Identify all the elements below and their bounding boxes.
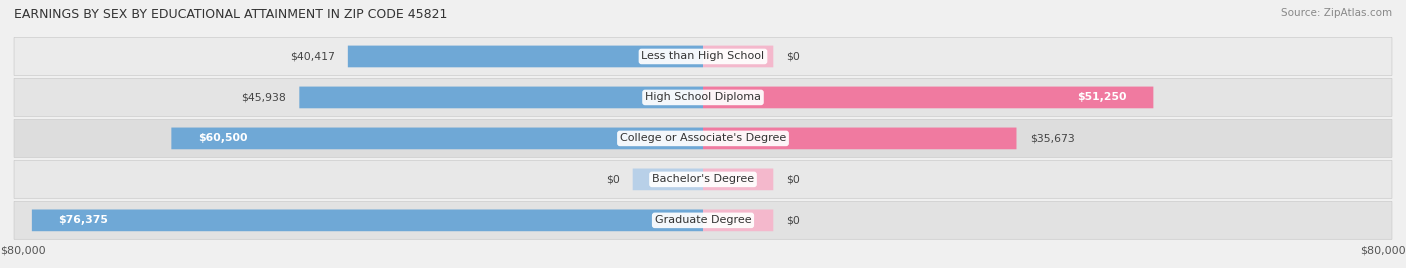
FancyBboxPatch shape bbox=[14, 120, 1392, 157]
FancyBboxPatch shape bbox=[633, 169, 703, 190]
Text: $76,375: $76,375 bbox=[58, 215, 108, 225]
FancyBboxPatch shape bbox=[347, 46, 703, 67]
Text: $0: $0 bbox=[786, 215, 800, 225]
FancyBboxPatch shape bbox=[14, 79, 1392, 116]
Text: $40,417: $40,417 bbox=[290, 51, 335, 61]
Text: $60,500: $60,500 bbox=[198, 133, 247, 143]
Text: Bachelor's Degree: Bachelor's Degree bbox=[652, 174, 754, 184]
Text: Graduate Degree: Graduate Degree bbox=[655, 215, 751, 225]
Text: $0: $0 bbox=[786, 51, 800, 61]
FancyBboxPatch shape bbox=[703, 210, 773, 231]
FancyBboxPatch shape bbox=[14, 201, 1392, 239]
Text: $80,000: $80,000 bbox=[0, 245, 45, 255]
Text: $0: $0 bbox=[786, 174, 800, 184]
Text: $45,938: $45,938 bbox=[242, 92, 287, 102]
Text: High School Diploma: High School Diploma bbox=[645, 92, 761, 102]
FancyBboxPatch shape bbox=[14, 38, 1392, 75]
FancyBboxPatch shape bbox=[703, 87, 1153, 108]
Text: Source: ZipAtlas.com: Source: ZipAtlas.com bbox=[1281, 8, 1392, 18]
FancyBboxPatch shape bbox=[703, 128, 1017, 149]
FancyBboxPatch shape bbox=[299, 87, 703, 108]
Text: $35,673: $35,673 bbox=[1029, 133, 1074, 143]
FancyBboxPatch shape bbox=[32, 210, 703, 231]
Text: College or Associate's Degree: College or Associate's Degree bbox=[620, 133, 786, 143]
Text: Less than High School: Less than High School bbox=[641, 51, 765, 61]
Text: EARNINGS BY SEX BY EDUCATIONAL ATTAINMENT IN ZIP CODE 45821: EARNINGS BY SEX BY EDUCATIONAL ATTAINMEN… bbox=[14, 8, 447, 21]
Text: $80,000: $80,000 bbox=[1361, 245, 1406, 255]
FancyBboxPatch shape bbox=[172, 128, 703, 149]
Legend: Male, Female: Male, Female bbox=[641, 265, 765, 268]
Text: $0: $0 bbox=[606, 174, 620, 184]
Text: $51,250: $51,250 bbox=[1077, 92, 1128, 102]
FancyBboxPatch shape bbox=[14, 161, 1392, 198]
FancyBboxPatch shape bbox=[703, 46, 773, 67]
FancyBboxPatch shape bbox=[703, 169, 773, 190]
